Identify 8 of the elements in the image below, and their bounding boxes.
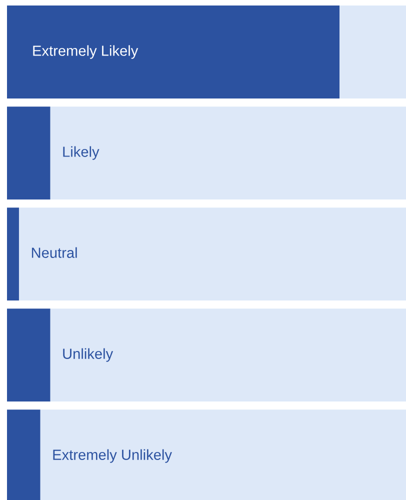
bar: [7, 208, 19, 301]
y-tick-label: Neutral: [32, 247, 77, 258]
bar: [7, 106, 50, 200]
y-tick-label: Extremely Likely: [33, 45, 138, 59]
bar: [7, 308, 50, 402]
y-tick-label: Likely: [63, 146, 100, 160]
y-tick-label: Unlikely: [63, 348, 114, 362]
y-tick-label: Extremely Unlikely: [53, 449, 172, 463]
